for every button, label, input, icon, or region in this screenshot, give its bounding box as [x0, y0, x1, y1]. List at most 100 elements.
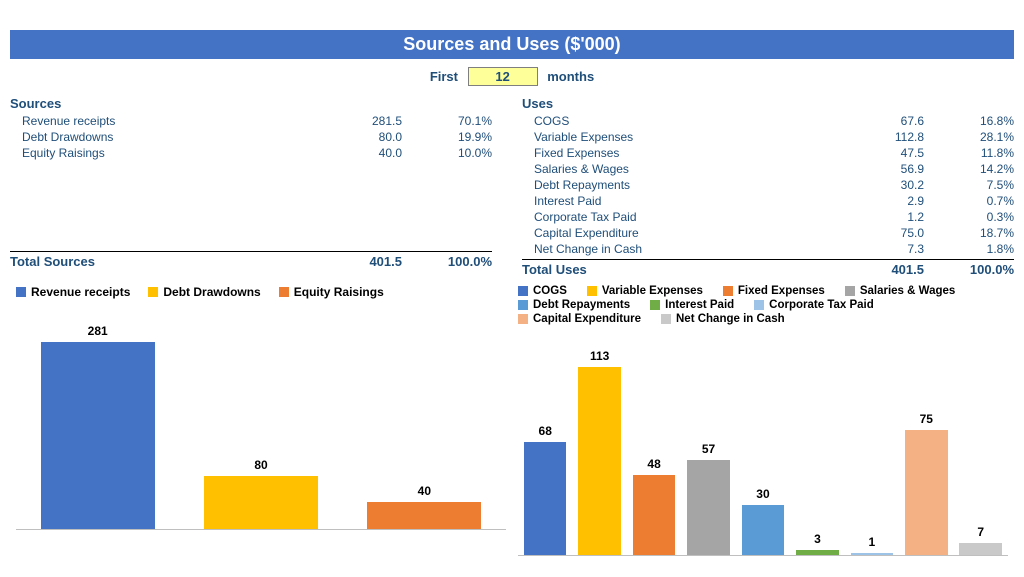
sources-pct: 19.9%: [402, 130, 492, 144]
legend-label: Corporate Tax Paid: [769, 299, 874, 311]
uses-pct: 14.2%: [924, 162, 1014, 176]
uses-legend: COGSVariable ExpensesFixed ExpensesSalar…: [512, 285, 1014, 325]
uses-bar-wrap: 3: [790, 532, 844, 555]
uses-bar-wrap: 113: [572, 349, 626, 555]
sources-chart: Revenue receipts Debt Drawdowns Equity Rai…: [10, 285, 512, 556]
uses-bar-wrap: 68: [518, 424, 572, 555]
uses-bar-wrap: 48: [627, 457, 681, 555]
uses-bar: [524, 442, 566, 555]
uses-legend-item: Variable Expenses: [587, 285, 703, 297]
uses-bar: [578, 367, 620, 555]
sources-row: Debt Drawdowns80.019.9%: [10, 129, 492, 145]
legend-swatch-icon: [518, 300, 528, 310]
uses-total-row: Total Uses 401.5 100.0%: [522, 259, 1014, 277]
uses-legend-item: Salaries & Wages: [845, 285, 955, 297]
period-prefix: First: [430, 69, 458, 84]
legend-swatch-icon: [723, 286, 733, 296]
period-suffix: months: [547, 69, 594, 84]
uses-row: Debt Repayments30.27.5%: [522, 177, 1014, 193]
uses-row: Net Change in Cash7.31.8%: [522, 241, 1014, 257]
uses-row: Corporate Tax Paid1.20.3%: [522, 209, 1014, 225]
uses-name: Fixed Expenses: [522, 146, 834, 160]
sources-value: 281.5: [312, 114, 402, 128]
legend-swatch-icon: [845, 286, 855, 296]
uses-legend-item: Debt Repayments: [518, 299, 630, 311]
uses-bar-wrap: 1: [845, 535, 899, 555]
sources-total-pct: 100.0%: [402, 254, 492, 269]
uses-name: Salaries & Wages: [522, 162, 834, 176]
legend-label: Debt Drawdowns: [163, 285, 260, 299]
sources-legend-item: Revenue receipts: [16, 285, 130, 299]
legend-swatch-icon: [661, 314, 671, 324]
uses-bar-value-label: 68: [539, 424, 552, 438]
uses-bar: [687, 460, 729, 555]
uses-chart: COGSVariable ExpensesFixed ExpensesSalar…: [512, 285, 1014, 556]
period-input[interactable]: 12: [468, 67, 538, 86]
uses-plot: 6811348573031757: [518, 356, 1008, 556]
uses-bar-value-label: 7: [977, 525, 984, 539]
uses-pct: 18.7%: [924, 226, 1014, 240]
uses-bar-wrap: 7: [954, 525, 1008, 555]
sources-row: Revenue receipts281.570.1%: [10, 113, 492, 129]
legend-label: COGS: [533, 285, 567, 297]
sources-bar-wrap: 281: [16, 324, 179, 529]
sources-value: 80.0: [312, 130, 402, 144]
sources-bar-value-label: 40: [418, 484, 431, 498]
uses-bar: [796, 550, 838, 555]
sources-row: Equity Raisings40.010.0%: [10, 145, 492, 161]
sources-bar-value-label: 80: [254, 458, 267, 472]
uses-value: 56.9: [834, 162, 924, 176]
sources-bar-wrap: 80: [179, 458, 342, 529]
uses-bar-wrap: 57: [681, 442, 735, 555]
uses-pct: 0.3%: [924, 210, 1014, 224]
legend-swatch-icon: [518, 286, 528, 296]
uses-bar: [633, 475, 675, 555]
uses-legend-item: Capital Expenditure: [518, 313, 641, 325]
uses-bar-value-label: 30: [756, 487, 769, 501]
legend-label: Salaries & Wages: [860, 285, 955, 297]
uses-bar-value-label: 3: [814, 532, 821, 546]
uses-bar: [851, 553, 893, 555]
uses-name: Corporate Tax Paid: [522, 210, 834, 224]
legend-label: Equity Raisings: [294, 285, 384, 299]
sources-legend-item: Equity Raisings: [279, 285, 384, 299]
uses-pct: 11.8%: [924, 146, 1014, 160]
uses-total-label: Total Uses: [522, 262, 834, 277]
sources-bar-value-label: 281: [88, 324, 108, 338]
legend-label: Revenue receipts: [31, 285, 130, 299]
legend-label: Net Change in Cash: [676, 313, 785, 325]
uses-total-value: 401.5: [834, 262, 924, 277]
uses-name: Interest Paid: [522, 194, 834, 208]
uses-bar: [742, 505, 784, 555]
uses-name: COGS: [522, 114, 834, 128]
sources-bar: [204, 476, 318, 529]
uses-bar-value-label: 57: [702, 442, 715, 456]
uses-legend-item: Interest Paid: [650, 299, 734, 311]
sources-name: Debt Drawdowns: [10, 130, 312, 144]
sources-total-value: 401.5: [312, 254, 402, 269]
sources-bar: [41, 342, 155, 529]
legend-swatch-icon: [587, 286, 597, 296]
uses-row: Fixed Expenses47.511.8%: [522, 145, 1014, 161]
uses-legend-item: Net Change in Cash: [661, 313, 785, 325]
legend-label: Capital Expenditure: [533, 313, 641, 325]
uses-bar: [905, 430, 947, 555]
legend-swatch-icon: [279, 287, 289, 297]
legend-label: Variable Expenses: [602, 285, 703, 297]
uses-bar-value-label: 1: [869, 535, 876, 549]
legend-swatch-icon: [16, 287, 26, 297]
period-selector: First 12 months: [0, 67, 1024, 86]
sources-pct: 10.0%: [402, 146, 492, 160]
uses-value: 67.6: [834, 114, 924, 128]
sources-name: Equity Raisings: [10, 146, 312, 160]
uses-pct: 7.5%: [924, 178, 1014, 192]
uses-pct: 28.1%: [924, 130, 1014, 144]
uses-value: 75.0: [834, 226, 924, 240]
sources-name: Revenue receipts: [10, 114, 312, 128]
uses-value: 47.5: [834, 146, 924, 160]
uses-bar-wrap: 75: [899, 412, 953, 555]
uses-name: Debt Repayments: [522, 178, 834, 192]
uses-bar-value-label: 48: [647, 457, 660, 471]
uses-name: Variable Expenses: [522, 130, 834, 144]
sources-plot: 2818040: [16, 330, 506, 530]
